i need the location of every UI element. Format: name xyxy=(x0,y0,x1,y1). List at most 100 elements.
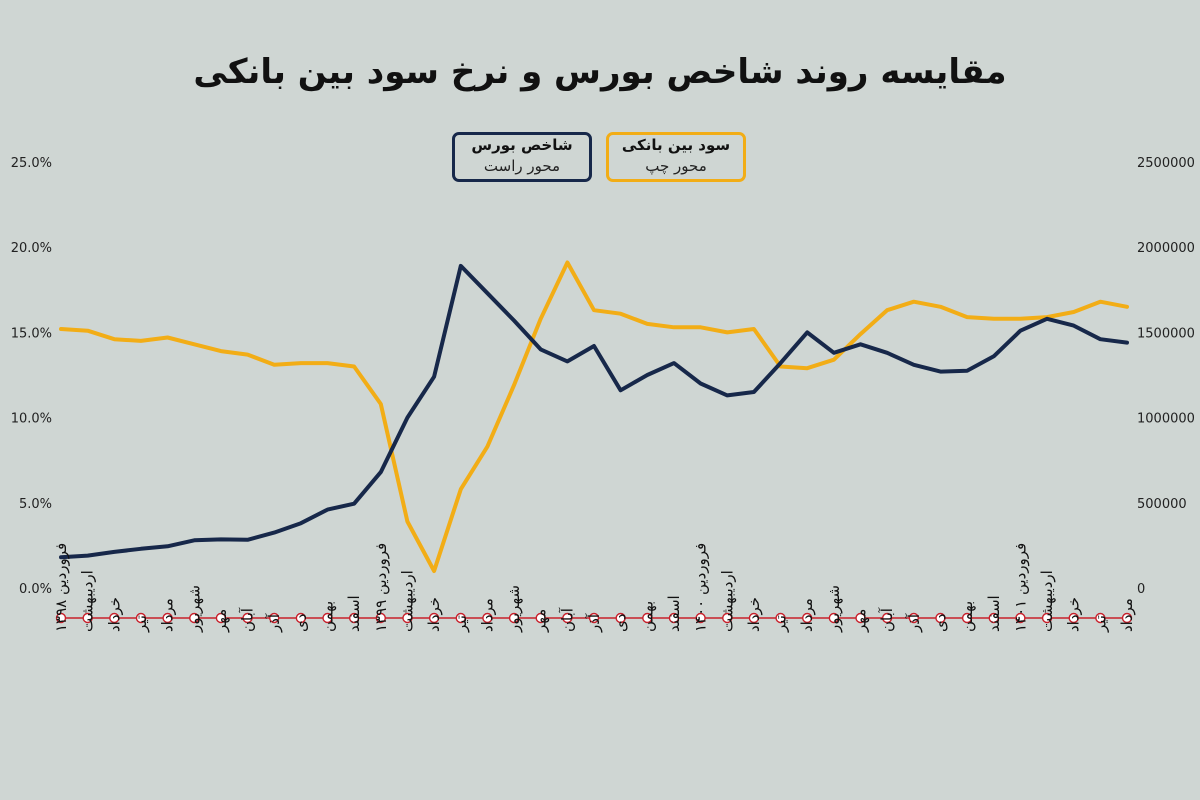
left-tick-label: 5.0% xyxy=(19,497,52,512)
x-tick-label: مرداد xyxy=(798,598,816,632)
left-tick-label: 10.0% xyxy=(11,412,52,427)
x-tick-label: اسفند xyxy=(345,595,363,632)
x-axis-marker xyxy=(535,612,546,624)
x-tick-label: فروردین ۱۴۰۰ xyxy=(692,543,710,632)
left-tick-label: 0.0% xyxy=(19,582,52,597)
x-axis-marker xyxy=(695,612,706,624)
x-tick-label: خرداد xyxy=(745,597,763,632)
x-axis-marker xyxy=(1095,612,1106,624)
right-tick-label: 1500000 xyxy=(1137,326,1195,341)
x-axis-marker xyxy=(1015,612,1026,624)
x-tick-label: تیر xyxy=(132,615,150,633)
x-axis-marker xyxy=(935,612,946,624)
x-tick-label: بهمن xyxy=(638,601,656,632)
x-tick-label: مرداد xyxy=(159,598,177,632)
x-axis-marker xyxy=(482,612,493,624)
legend-interbank-axis: محور چپ xyxy=(645,157,707,175)
x-axis-marker xyxy=(295,612,307,624)
x-tick-label: فروردین ۱۳۹۸ xyxy=(52,543,70,632)
x-axis-marker xyxy=(1041,612,1053,624)
right-axis: 0 500000 1000000 1500000 2000000 2500000 xyxy=(1137,156,1195,597)
x-tick-label: تیر xyxy=(772,615,790,633)
x-tick-label: آبان xyxy=(239,607,257,632)
x-axis-marker xyxy=(109,612,120,624)
x-tick-label: مهر xyxy=(212,609,230,633)
x-tick-label: دی xyxy=(612,614,630,632)
x-axis-marker xyxy=(82,612,93,624)
legend-index-name: شاخص بورس xyxy=(471,136,573,154)
x-axis-marker xyxy=(722,612,733,624)
x-tick-label: مهر xyxy=(852,609,870,633)
x-axis-marker xyxy=(1068,612,1079,624)
x-axis-marker xyxy=(961,612,973,624)
x-axis-marker xyxy=(908,612,919,624)
x-axis-marker xyxy=(988,612,999,624)
x-axis-marker xyxy=(668,612,680,624)
x-tick-label: شهریور xyxy=(185,585,203,633)
x-tick-label: خرداد xyxy=(105,597,123,632)
legend-interbank-name: سود بین بانکی xyxy=(621,136,731,154)
left-tick-label: 20.0% xyxy=(11,241,52,256)
x-tick-label: شهریور xyxy=(825,585,843,633)
x-axis-marker xyxy=(828,612,840,624)
x-tick-label: خرداد xyxy=(425,597,443,632)
legend-interbank-rate: سود بین بانکی محور چپ xyxy=(606,132,746,182)
x-tick-label: آذر xyxy=(265,613,283,633)
x-axis-marker xyxy=(1121,612,1133,624)
left-tick-label: 25.0% xyxy=(11,156,52,171)
x-axis-marker xyxy=(642,612,653,624)
x-tick-label: خرداد xyxy=(1065,597,1083,632)
x-axis-marker xyxy=(775,612,786,624)
x-tick-label: اردیبهشت xyxy=(718,570,736,632)
right-tick-label: 2500000 xyxy=(1137,156,1195,171)
x-axis-marker xyxy=(135,612,147,624)
legend-index-axis: محور راست xyxy=(483,157,561,175)
x-tick-label: مرداد xyxy=(478,598,496,632)
x-axis-marker xyxy=(402,612,413,624)
x-tick-label: اردیبهشت xyxy=(398,570,416,632)
x-axis-marker xyxy=(855,612,866,624)
x-axis-marker xyxy=(802,612,813,624)
x-tick-label: فروردین ۱۴۰۱ xyxy=(1011,543,1029,632)
x-tick-label: فروردین ۱۳۹۹ xyxy=(372,543,390,632)
chart-title: مقایسه روند شاخص بورس و نرخ سود بین بانک… xyxy=(193,52,1007,92)
x-axis-marker xyxy=(881,612,893,624)
x-axis-marker xyxy=(55,612,67,624)
x-axis-marker xyxy=(455,612,466,624)
x-tick-label: آبان xyxy=(878,607,896,632)
left-axis: 0.0% 5.0% 10.0% 15.0% 20.0% 25.0% xyxy=(11,156,52,597)
x-axis-marker xyxy=(748,612,760,624)
x-tick-label: اردیبهشت xyxy=(1038,570,1056,632)
x-axis-markers xyxy=(55,612,1133,624)
x-axis-marker xyxy=(588,612,600,624)
x-axis-marker xyxy=(215,612,227,624)
x-tick-label: دی xyxy=(292,614,310,632)
x-tick-label: اسفند xyxy=(985,595,1003,632)
x-axis-marker xyxy=(615,612,626,624)
x-axis-marker xyxy=(162,612,173,624)
legend-stock-index: شاخص بورس محور راست xyxy=(452,132,592,182)
x-axis-marker xyxy=(428,612,440,624)
x-axis-labels: فروردین ۱۳۹۸ اردیبهشت خرداد تیر مرداد شهریور م… xyxy=(52,543,1136,633)
x-axis-marker xyxy=(269,612,280,624)
x-tick-label: آذر xyxy=(905,613,923,633)
x-axis-marker xyxy=(322,612,333,624)
x-tick-label: تیر xyxy=(452,615,470,633)
x-axis-marker xyxy=(189,612,200,624)
x-tick-label: بهمن xyxy=(319,601,337,632)
x-tick-label: تیر xyxy=(1091,615,1109,633)
x-tick-label: مهر xyxy=(532,609,550,633)
stock-index-line xyxy=(59,263,1129,560)
right-tick-label: 2000000 xyxy=(1137,241,1195,256)
x-tick-label: اردیبهشت xyxy=(79,570,97,632)
x-axis-marker xyxy=(508,612,520,624)
right-tick-label: 1000000 xyxy=(1137,412,1195,427)
x-axis-marker xyxy=(242,612,253,624)
x-axis-marker xyxy=(348,612,360,624)
x-tick-label: اسفند xyxy=(665,595,683,632)
series-layer xyxy=(59,260,1129,573)
x-tick-label: مرداد xyxy=(1118,598,1136,632)
x-axis-marker xyxy=(562,612,573,624)
x-tick-label: بهمن xyxy=(958,601,976,632)
